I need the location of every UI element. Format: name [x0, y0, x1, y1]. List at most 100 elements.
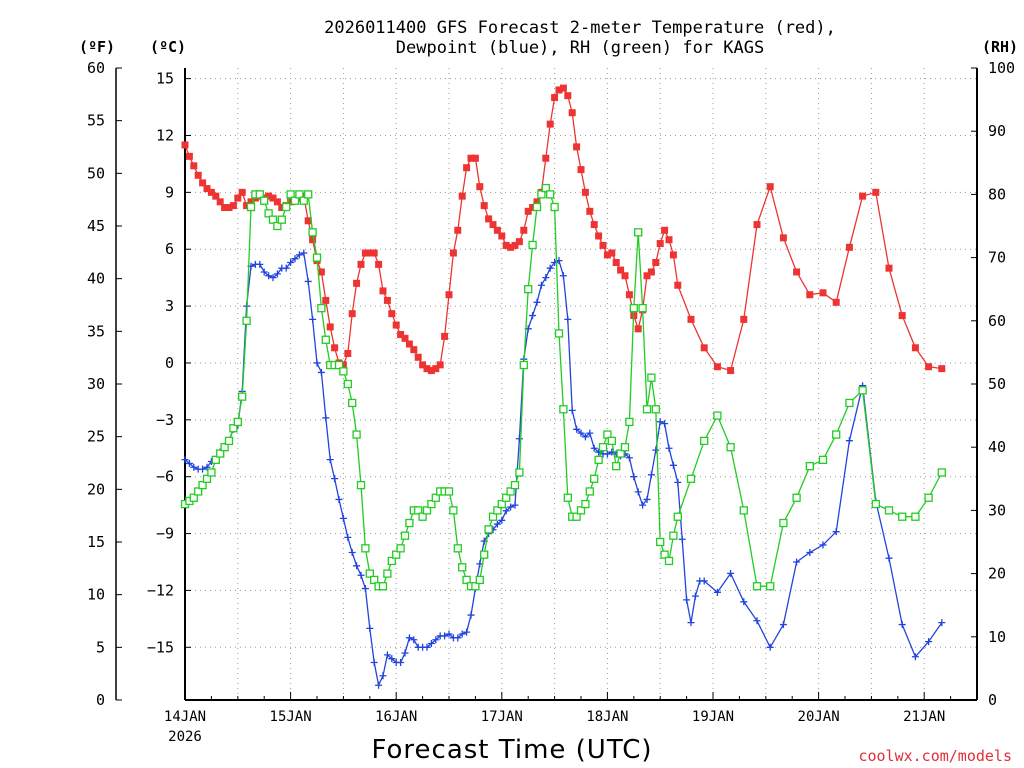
2-meter-temperature-point: [502, 241, 510, 249]
2-meter-temperature-point: [423, 365, 431, 373]
dewpoint-point: [581, 433, 589, 441]
relative-humidity-point: [334, 360, 344, 370]
relative-humidity-point: [898, 512, 907, 521]
2-meter-temperature-point: [185, 152, 193, 160]
dewpoint-point: [260, 268, 268, 276]
relative-humidity-point: [378, 582, 388, 591]
relative-humidity-point: [620, 443, 630, 452]
dewpoint-point: [779, 621, 787, 629]
2-meter-temperature-point: [357, 260, 365, 268]
relative-humidity-point: [642, 405, 652, 414]
2-meter-temperature-point: [388, 310, 396, 318]
2-meter-temperature-point: [643, 272, 651, 280]
2-meter-temperature-point: [727, 367, 735, 375]
dewpoint-line: [184, 252, 943, 688]
relative-humidity-point: [414, 506, 423, 515]
dewpoint-point: [661, 420, 669, 428]
relative-humidity-point: [444, 487, 454, 496]
2-meter-temperature-point: [498, 232, 506, 240]
2-meter-temperature-point: [819, 289, 827, 297]
relative-humidity-point: [550, 202, 559, 212]
relative-humidity-point: [233, 417, 242, 427]
2-meter-temperature-point: [317, 268, 325, 276]
2-meter-temperature-point: [379, 287, 387, 295]
dewpoint-point: [203, 463, 211, 471]
chart-title-line1: 2026011400 GFS Forecast 2-meter Temperat…: [324, 18, 836, 38]
chart-title-line2: Dewpoint (blue), RH (green) for KAGS: [396, 38, 764, 58]
celsius-tick-label: 6: [165, 240, 174, 258]
relative-humidity-point: [286, 190, 295, 199]
2-meter-temperature-point: [269, 194, 277, 202]
relative-humidity-point: [664, 556, 674, 566]
2-meter-temperature-point: [542, 154, 550, 162]
2-meter-temperature-point: [779, 234, 787, 242]
2-meter-temperature-point: [555, 86, 563, 94]
2-meter-temperature-point: [665, 236, 673, 244]
relative-humidity-point: [585, 487, 594, 496]
dewpoint-point: [656, 418, 664, 426]
relative-humidity-point: [510, 480, 520, 490]
2-meter-temperature-point: [740, 315, 748, 323]
2-meter-temperature-point: [353, 279, 361, 287]
2-meter-temperature-point: [520, 226, 528, 234]
celsius-tick-label: −9: [156, 525, 174, 543]
dewpoint-point: [463, 628, 471, 636]
x-tick-label: 16JAN: [375, 709, 417, 725]
2-meter-temperature-point: [194, 171, 202, 179]
2-meter-temperature-point: [480, 202, 488, 210]
dewpoint-point: [458, 630, 466, 638]
celsius-tick-label: 0: [165, 354, 174, 372]
2-meter-temperature-point: [441, 332, 449, 340]
relative-humidity-point: [576, 506, 586, 515]
rh-tick-label: 0: [988, 691, 997, 709]
x-tick-label: 14JAN: [164, 709, 206, 725]
relative-humidity-point: [308, 228, 317, 237]
dewpoint-point: [683, 596, 691, 604]
dewpoint-point: [383, 651, 391, 659]
dewpoint-point: [502, 507, 510, 515]
2-meter-temperature-point: [766, 183, 774, 191]
relative-humidity-point: [299, 196, 308, 205]
dewpoint-point: [845, 437, 853, 445]
2-meter-temperature-point: [489, 221, 497, 229]
dewpoint-point: [379, 672, 387, 680]
series: [180, 84, 946, 689]
dewpoint-point: [647, 471, 655, 479]
relative-humidity-point: [598, 443, 608, 452]
relative-humidity-point: [282, 202, 291, 212]
relative-humidity-point: [462, 575, 471, 585]
2-meter-temperature-point: [577, 166, 585, 174]
2-meter-temperature-point: [608, 249, 616, 257]
dewpoint-point: [669, 461, 677, 469]
2-meter-temperature-point: [713, 363, 721, 371]
2-meter-temperature-point: [885, 264, 893, 272]
relative-humidity-point: [546, 190, 555, 199]
dewpoint-point: [665, 444, 673, 452]
dewpoint-point: [643, 495, 651, 503]
dewpoint-point: [938, 619, 946, 627]
relative-humidity-point: [246, 202, 256, 212]
relative-humidity-point: [242, 316, 251, 325]
relative-humidity-point: [651, 405, 660, 414]
relative-humidity-point: [268, 215, 278, 224]
relative-humidity-point: [937, 468, 946, 477]
fahrenheit-tick-label: 50: [87, 164, 105, 182]
fahrenheit-tick-label: 40: [87, 270, 105, 288]
relative-humidity-point: [229, 424, 238, 433]
relative-humidity-point: [612, 462, 621, 471]
2-meter-temperature-point: [806, 291, 814, 299]
2-meter-temperature-point: [383, 296, 391, 304]
dewpoint-point: [467, 611, 475, 619]
2-meter-temperature-point: [454, 226, 462, 234]
2-meter-temperature-line: [184, 87, 942, 372]
relative-humidity-point: [202, 474, 212, 483]
2-meter-temperature-point: [287, 198, 295, 206]
rh-tick-label: 70: [988, 249, 1006, 267]
relative-humidity-point: [752, 582, 762, 591]
2-meter-temperature-point: [669, 251, 677, 259]
2-meter-temperature-point: [652, 258, 660, 266]
relative-humidity-point: [832, 430, 841, 439]
dewpoint-point: [370, 658, 378, 666]
dewpoint-point: [300, 249, 308, 257]
rh-tick-label: 100: [988, 59, 1015, 77]
